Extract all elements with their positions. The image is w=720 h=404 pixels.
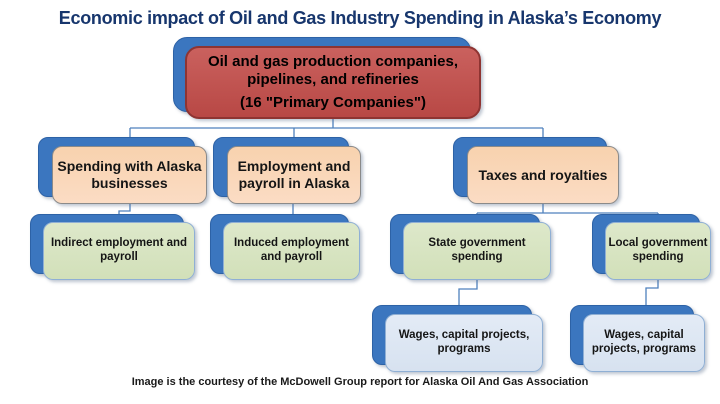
node-indirect-employment-box: Indirect employment and payroll bbox=[43, 222, 195, 280]
node-indirect-employment-label: Indirect employment and payroll bbox=[50, 237, 188, 263]
node-state-government-spending-label: State government spending bbox=[428, 237, 526, 263]
node-wages-local-box: Wages, capital projects, programs bbox=[583, 314, 705, 372]
connector-state-to-wages bbox=[458, 280, 478, 310]
node-induced-employment-box: Induced employment and payroll bbox=[223, 222, 360, 280]
node-wages-state-box: Wages, capital projects, programs bbox=[385, 314, 543, 372]
diagram-title: Economic impact of Oil and Gas Industry … bbox=[58, 8, 662, 28]
connector-taxes-to-gov bbox=[476, 204, 659, 223]
node-taxes-royalties-label: Taxes and royalties bbox=[478, 166, 608, 183]
node-local-government-spending-box: Local government spending bbox=[605, 222, 711, 280]
node-primary-companies-sublabel: (16 "Primary Companies") bbox=[240, 94, 426, 111]
node-induced-employment-label: Induced employment and payroll bbox=[233, 237, 350, 263]
node-taxes-royalties-box: Taxes and royalties bbox=[467, 146, 619, 204]
node-wages-local-label: Wages, capital projects, programs bbox=[591, 329, 697, 355]
node-spending-alaska-businesses-label: Spending with Alaska businesses bbox=[57, 158, 202, 191]
node-employment-payroll-box: Employment and payroll in Alaska bbox=[227, 146, 361, 204]
node-primary-companies-box: Oil and gas production companies, pipeli… bbox=[185, 46, 481, 119]
node-state-government-spending-box: State government spending bbox=[403, 222, 551, 280]
node-spending-alaska-businesses-box: Spending with Alaska businesses bbox=[52, 146, 207, 204]
image-credit-caption: Image is the courtesy of the McDowell Gr… bbox=[131, 376, 589, 388]
node-primary-companies-label: Oil and gas production companies, pipeli… bbox=[207, 53, 459, 88]
connector-local-to-wages bbox=[645, 280, 659, 310]
node-local-government-spending-label: Local government spending bbox=[608, 237, 708, 263]
node-wages-state-label: Wages, capital projects, programs bbox=[398, 329, 530, 355]
node-employment-payroll-label: Employment and payroll in Alaska bbox=[237, 158, 351, 191]
